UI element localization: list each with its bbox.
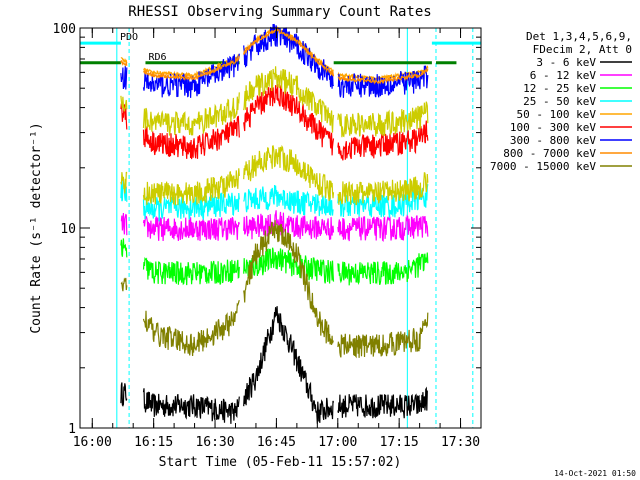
- y-tick-label: 100: [53, 22, 76, 37]
- x-axis-label: Start Time (05-Feb-11 15:57:02): [159, 455, 402, 470]
- footer-timestamp: 14-Oct-2021 01:50: [554, 469, 636, 478]
- x-tick-label: 16:00: [73, 435, 112, 450]
- y-axis-label: Count Rate (s⁻¹ detector⁻¹): [29, 122, 44, 333]
- legend-entry-label: 300 - 800 keV: [510, 134, 596, 147]
- series-line: [120, 23, 429, 98]
- series-line: [120, 306, 428, 424]
- plot-area: PDO RD6: [80, 23, 481, 428]
- legend-entry-label: 100 - 300 keV: [510, 121, 596, 134]
- y-axis: 1 10 100: [53, 22, 481, 437]
- series-line: [120, 26, 429, 82]
- legend-entry-label: 50 - 100 keV: [517, 108, 597, 121]
- flag-label: PDO: [120, 32, 138, 43]
- legend-entry-label: 12 - 25 keV: [523, 82, 596, 95]
- legend: Det 1,3,4,5,6,9,FDecim 2, Att 03 - 6 keV…: [490, 30, 632, 173]
- chart-title: RHESSI Observing Summary Count Rates: [128, 4, 431, 20]
- x-tick-label: 16:30: [195, 435, 234, 450]
- flag-label: RD6: [148, 52, 166, 63]
- legend-entry-label: 800 - 7000 keV: [503, 147, 596, 160]
- legend-entry-label: 3 - 6 keV: [536, 56, 596, 69]
- x-tick-label: 17:15: [380, 435, 419, 450]
- series-line: [120, 144, 429, 206]
- y-tick-label: 10: [60, 222, 76, 237]
- y-tick-label: 1: [68, 422, 76, 437]
- x-tick-label: 17:00: [318, 435, 357, 450]
- series-line: [120, 220, 429, 359]
- legend-header: Det 1,3,4,5,6,9,: [526, 30, 632, 43]
- legend-header: FDecim 2, Att 0: [533, 43, 632, 56]
- legend-entry-label: 7000 - 15000 keV: [490, 160, 596, 173]
- x-tick-label: 17:30: [441, 435, 480, 450]
- x-tick-label: 16:15: [134, 435, 173, 450]
- series-line: [120, 238, 429, 286]
- x-axis: 16:00 16:15 16:30 16:45 17:00 17:15 17:30: [73, 28, 482, 450]
- legend-entry-label: 25 - 50 keV: [523, 95, 596, 108]
- series-line: [120, 210, 429, 242]
- legend-entry-label: 6 - 12 keV: [530, 69, 597, 82]
- series-line: [120, 66, 429, 138]
- series-line: [120, 27, 429, 85]
- x-tick-label: 16:45: [257, 435, 296, 450]
